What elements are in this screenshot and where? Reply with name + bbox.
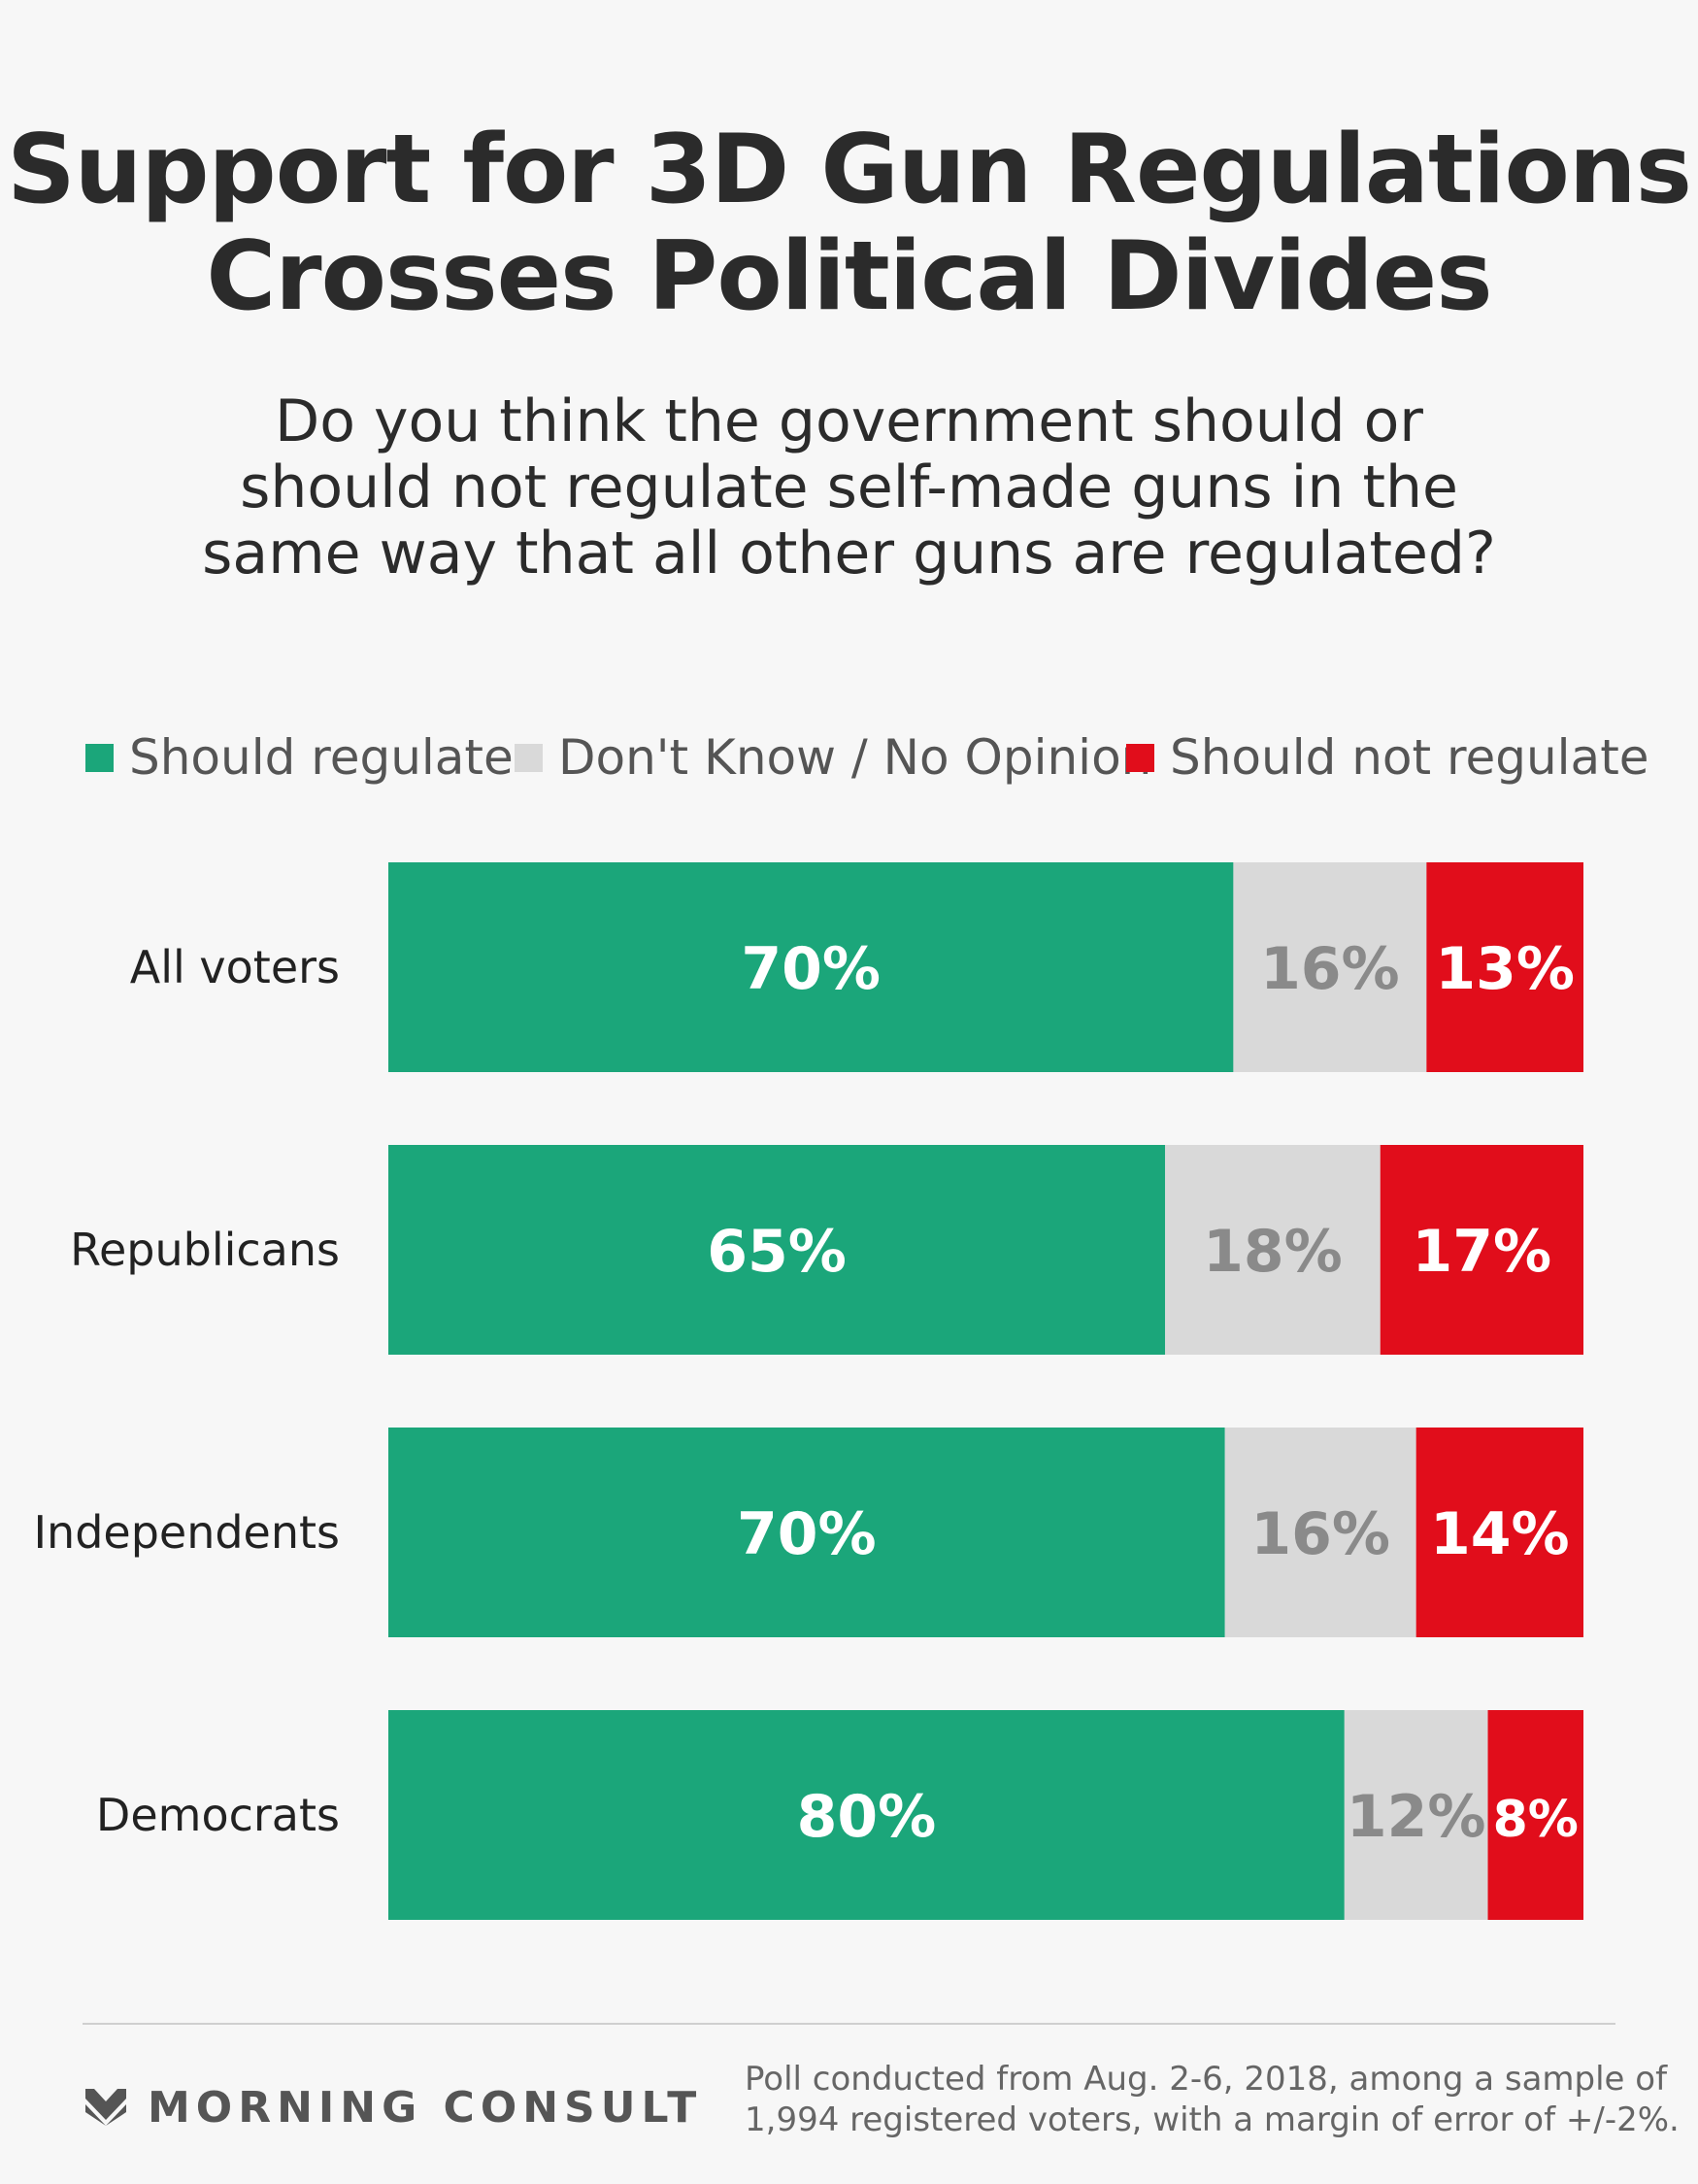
bar-democrats-should-not-regulate [1487, 1710, 1583, 1920]
survey-footnote: Poll conducted from Aug. 2-6, 2018, amon… [745, 2059, 1680, 2140]
data-label-democrats-don-t-know-no-opinion: 12% [1347, 1783, 1486, 1851]
data-label-independents-don-t-know-no-opinion: 16% [1250, 1500, 1390, 1568]
data-label-independents-should-not-regulate: 14% [1430, 1500, 1570, 1568]
chart-title-line-2: Crosses Political Divides [206, 221, 1492, 332]
chart-title-line-1: Support for 3D Gun Regulations [7, 115, 1692, 225]
category-label-independents: Independents [33, 1506, 340, 1559]
bar-republicans-don-t-know-no-opinion [1165, 1145, 1381, 1355]
bar-independents-should-regulate [388, 1428, 1225, 1637]
data-label-independents-should-regulate: 70% [737, 1500, 877, 1568]
bar-republicans-should-regulate [388, 1145, 1166, 1355]
data-label-democrats-should-not-regulate: 8% [1493, 1791, 1579, 1849]
footnote-line-2: 1,994 registered voters, with a margin o… [745, 2100, 1680, 2139]
bar-democrats-don-t-know-no-opinion [1344, 1710, 1488, 1920]
legend-label-dont-know: Don't Know / No Opinion [558, 729, 1152, 786]
category-label-all-voters: All voters [130, 941, 340, 993]
chart-legend: Should regulate Don't Know / No Opinion … [85, 726, 1649, 789]
data-label-all-voters-should-not-regulate: 13% [1435, 935, 1575, 1003]
bar-all-voters-should-not-regulate [1426, 862, 1583, 1072]
bar-all-voters-should-regulate [388, 862, 1234, 1072]
data-label-all-voters-should-regulate: 70% [741, 935, 881, 1003]
legend-item-should-not-regulate: Should not regulate [1126, 726, 1649, 789]
morning-consult-m-icon [85, 2089, 126, 2126]
bar-independents-don-t-know-no-opinion [1224, 1428, 1416, 1637]
category-label-democrats: Democrats [96, 1789, 340, 1841]
legend-item-dont-know: Don't Know / No Opinion [515, 726, 1151, 789]
chart-subtitle-line-3: same way that all other guns are regulat… [202, 520, 1496, 588]
legend-label-should-not-regulate: Should not regulate [1170, 729, 1649, 786]
chart-title: Support for 3D Gun Regulations Crosses P… [0, 117, 1698, 330]
data-label-republicans-should-not-regulate: 17% [1413, 1218, 1552, 1286]
legend-swatch-should-not-regulate [1126, 743, 1154, 772]
data-label-republicans-don-t-know-no-opinion: 18% [1203, 1218, 1343, 1286]
data-label-all-voters-don-t-know-no-opinion: 16% [1260, 935, 1400, 1003]
brand-name: MORNING CONSULT [148, 2082, 703, 2133]
footer-divider [83, 2023, 1615, 2025]
chart-subtitle: Do you think the government should or sh… [0, 388, 1698, 587]
bar-independents-should-not-regulate [1415, 1428, 1583, 1637]
bar-republicans-should-not-regulate [1380, 1145, 1583, 1355]
legend-swatch-should-regulate [85, 743, 114, 772]
chart-subtitle-line-2: should not regulate self-made guns in th… [240, 454, 1458, 521]
chart-subtitle-line-1: Do you think the government should or [275, 387, 1423, 455]
morning-consult-logo: MORNING CONSULT [85, 2078, 702, 2136]
legend-swatch-dont-know [515, 743, 543, 772]
legend-label-should-regulate: Should regulate [129, 729, 514, 786]
bar-democrats-should-regulate [388, 1710, 1345, 1920]
bar-all-voters-don-t-know-no-opinion [1233, 862, 1427, 1072]
footnote-line-1: Poll conducted from Aug. 2-6, 2018, amon… [745, 2060, 1668, 2099]
data-label-republicans-should-regulate: 65% [707, 1218, 847, 1286]
category-label-republicans: Republicans [70, 1224, 340, 1276]
legend-item-should-regulate: Should regulate [85, 726, 514, 789]
data-label-democrats-should-regulate: 80% [797, 1783, 937, 1851]
